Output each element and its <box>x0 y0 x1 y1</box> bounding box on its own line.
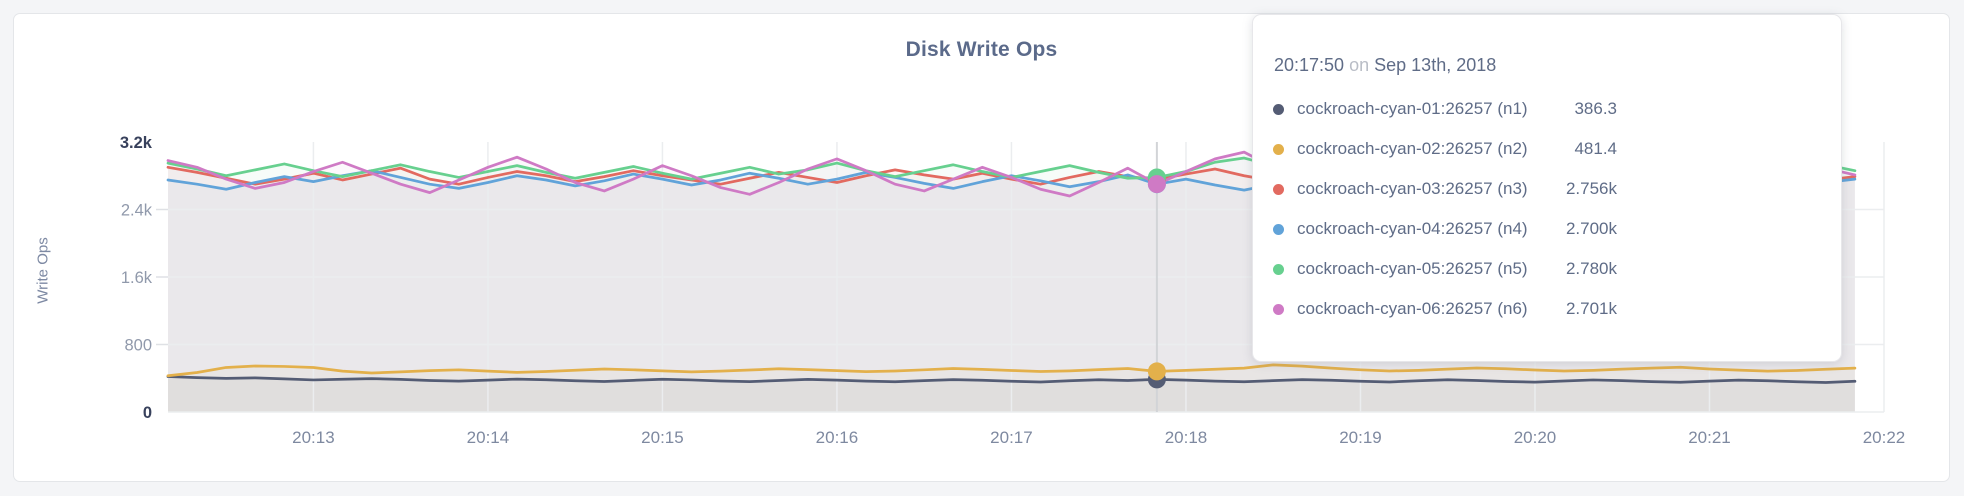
series-color-dot <box>1273 103 1284 115</box>
series-value: 2.700k <box>1565 219 1617 238</box>
series-color-dot <box>1273 263 1284 275</box>
tooltip-date: Sep 13th, 2018 <box>1374 55 1497 75</box>
series-label: cockroach-cyan-04:26257 (n4) <box>1297 219 1528 238</box>
tooltip-series-row: cockroach-cyan-04:26257 (n4) 2.700k <box>1253 209 1841 249</box>
series-label: cockroach-cyan-03:26257 (n3) <box>1297 179 1528 198</box>
tooltip-time: 20:17:50 <box>1274 55 1345 75</box>
tooltip-series-row: cockroach-cyan-05:26257 (n5) 2.780k <box>1253 249 1841 289</box>
series-label: cockroach-cyan-01:26257 (n1) <box>1297 99 1528 118</box>
series-color-dot <box>1273 303 1284 315</box>
tooltip-series-list: cockroach-cyan-01:26257 (n1) 386.3 cockroa… <box>1253 89 1841 329</box>
series-label: cockroach-cyan-02:26257 (n2) <box>1297 139 1528 158</box>
series-value: 2.701k <box>1565 299 1617 318</box>
series-color-dot <box>1273 223 1284 235</box>
tooltip-series-row: cockroach-cyan-01:26257 (n1) 386.3 <box>1253 89 1841 129</box>
series-label: cockroach-cyan-05:26257 (n5) <box>1297 259 1528 278</box>
series-value: 2.756k <box>1565 179 1617 198</box>
series-label: cockroach-cyan-06:26257 (n6) <box>1297 299 1528 318</box>
series-value: 386.3 <box>1574 99 1617 118</box>
tooltip-series-row: cockroach-cyan-03:26257 (n3) 2.756k <box>1253 169 1841 209</box>
series-value: 2.780k <box>1565 259 1617 278</box>
tooltip-series-row: cockroach-cyan-06:26257 (n6) 2.701k <box>1253 289 1841 329</box>
tooltip-series-row: cockroach-cyan-02:26257 (n2) 481.4 <box>1253 129 1841 169</box>
tooltip-timestamp: 20:17:50 on Sep 13th, 2018 <box>1274 55 1841 76</box>
series-color-dot <box>1273 183 1284 195</box>
tooltip-conjunction: on <box>1349 55 1370 75</box>
y-axis-title: Write Ops <box>34 237 52 304</box>
series-value: 481.4 <box>1574 139 1617 158</box>
hover-tooltip: 20:17:50 on Sep 13th, 2018 cockroach-cya… <box>1252 14 1842 362</box>
chart-title: Disk Write Ops <box>905 38 1058 61</box>
series-color-dot <box>1273 143 1284 155</box>
